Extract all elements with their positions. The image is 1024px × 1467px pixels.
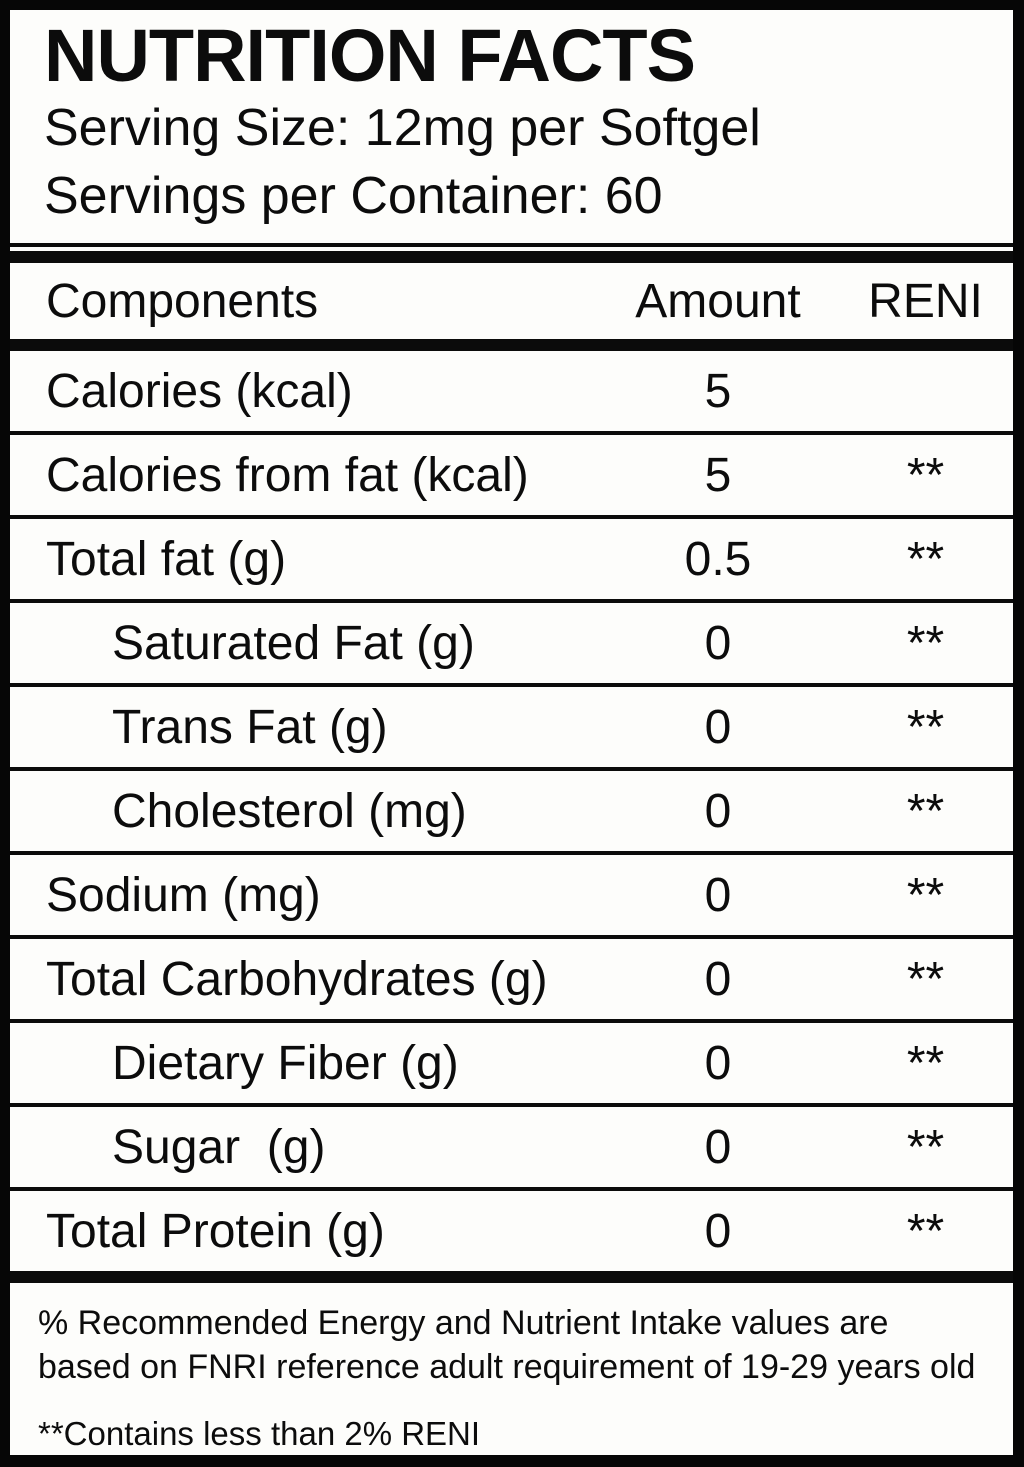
row-sodium: Sodium (mg) 0 **	[10, 855, 1013, 935]
column-header-amount: Amount	[635, 274, 801, 328]
reni-value: **	[906, 784, 945, 838]
amount-value: 0	[704, 700, 732, 754]
reni-value: **	[906, 1036, 945, 1090]
amount-value: 0	[704, 616, 732, 670]
row-divider	[10, 599, 1013, 603]
row-divider	[10, 851, 1013, 855]
amount-value: 0	[704, 1036, 732, 1090]
reni-value: **	[906, 700, 945, 754]
component-name: Dietary Fiber (g)	[112, 1036, 459, 1090]
row-total-fat: Total fat (g) 0.5 **	[10, 519, 1013, 599]
reni-value: **	[906, 616, 945, 670]
table-bottom-rule	[10, 1271, 1013, 1283]
component-name: Sugar (g)	[112, 1120, 326, 1174]
component-name: Total Protein (g)	[46, 1204, 385, 1258]
row-calories: Calories (kcal) 5	[10, 351, 1013, 431]
serving-size-text: Serving Size: 12mg per Softgel	[44, 99, 761, 157]
row-divider	[10, 515, 1013, 519]
component-name: Total fat (g)	[46, 532, 287, 586]
reni-value: **	[906, 1120, 945, 1174]
reni-value: **	[906, 868, 945, 922]
row-saturated-fat: Saturated Fat (g) 0 **	[10, 603, 1013, 683]
row-sugar: Sugar (g) 0 **	[10, 1107, 1013, 1187]
reni-value: **	[906, 952, 945, 1006]
amount-value: 5	[704, 364, 732, 418]
component-name: Cholesterol (mg)	[112, 784, 467, 838]
table-header-underline	[10, 339, 1013, 351]
amount-value: 0	[704, 1120, 732, 1174]
amount-value: 0	[704, 784, 732, 838]
amount-value: 0	[704, 952, 732, 1006]
column-header-reni: RENI	[868, 274, 983, 328]
table-header-row: Components Amount RENI	[10, 263, 1013, 339]
row-divider	[10, 1103, 1013, 1107]
label-title: NUTRITION FACTS	[44, 14, 696, 97]
amount-value: 5	[704, 448, 732, 502]
component-name: Calories from fat (kcal)	[46, 448, 529, 502]
reni-value: **	[906, 448, 945, 502]
row-divider	[10, 767, 1013, 771]
row-cholesterol: Cholesterol (mg) 0 **	[10, 771, 1013, 851]
reni-value: **	[906, 532, 945, 586]
header-divider-gap	[10, 247, 1013, 251]
component-name: Calories (kcal)	[46, 364, 353, 418]
row-divider	[10, 935, 1013, 939]
reni-footnote: % Recommended Energy and Nutrient Intake…	[38, 1304, 976, 1386]
row-trans-fat: Trans Fat (g) 0 **	[10, 687, 1013, 767]
row-dietary-fiber: Dietary Fiber (g) 0 **	[10, 1023, 1013, 1103]
servings-per-container-text: Servings per Container: 60	[44, 167, 663, 225]
contains-footnote: **Contains less than 2% RENI	[38, 1415, 481, 1452]
header-divider-thick	[10, 251, 1013, 263]
label-header: NUTRITION FACTS Serving Size: 12mg per S…	[10, 10, 1013, 243]
footnotes-section: % Recommended Energy and Nutrient Intake…	[10, 1283, 1013, 1455]
header-divider-thin	[10, 243, 1013, 247]
reni-value: **	[906, 1204, 945, 1258]
amount-value: 0.5	[684, 532, 752, 586]
row-total-protein: Total Protein (g) 0 **	[10, 1191, 1013, 1271]
component-name: Trans Fat (g)	[112, 700, 388, 754]
column-header-components: Components	[46, 274, 319, 328]
component-name: Saturated Fat (g)	[112, 616, 475, 670]
label-body: NUTRITION FACTS Serving Size: 12mg per S…	[10, 10, 1013, 1455]
row-divider	[10, 683, 1013, 687]
row-total-carbohydrates: Total Carbohydrates (g) 0 **	[10, 939, 1013, 1019]
component-name: Total Carbohydrates (g)	[46, 952, 548, 1006]
component-name: Sodium (mg)	[46, 868, 321, 922]
amount-value: 0	[704, 868, 732, 922]
row-divider	[10, 1187, 1013, 1191]
row-divider	[10, 431, 1013, 435]
row-divider	[10, 1019, 1013, 1023]
amount-value: 0	[704, 1204, 732, 1258]
row-calories-from-fat: Calories from fat (kcal) 5 **	[10, 435, 1013, 515]
